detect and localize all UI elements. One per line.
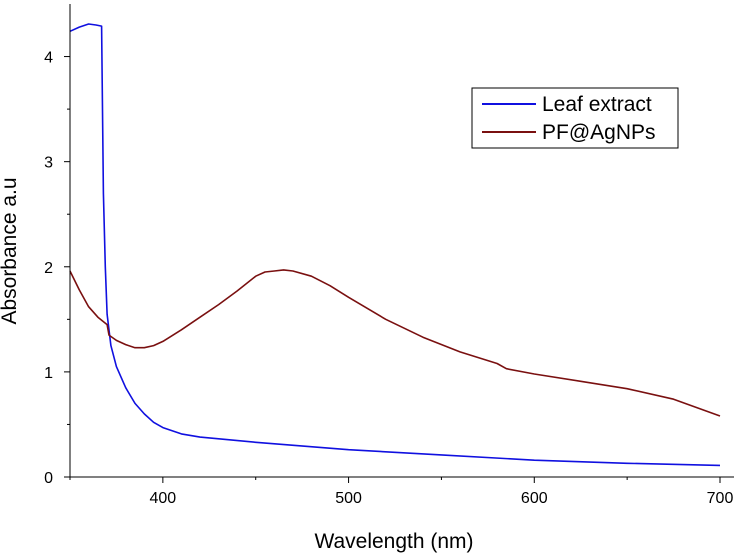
- y-tick-label: 3: [44, 155, 53, 172]
- series-line-leaf-extract: [69, 23, 721, 467]
- legend: Leaf extract PF@AgNPs: [471, 87, 679, 149]
- legend-label-leaf-extract: Leaf extract: [542, 93, 652, 116]
- y-tick-label: 1: [44, 365, 53, 382]
- y-tick-label: 2: [44, 260, 53, 277]
- plot-area: [69, 23, 721, 467]
- legend-box: [471, 87, 679, 149]
- x-tick-label: 400: [150, 490, 177, 507]
- axes: 400 500 600 700 0 1 2 3 4: [44, 4, 734, 507]
- x-axis-title: Wavelength (nm): [314, 530, 473, 553]
- y-axis-title: Absorbance a.u: [0, 177, 21, 324]
- x-tick-label: 700: [707, 490, 734, 507]
- y-tick-label: 0: [44, 470, 53, 487]
- legend-label-pf-agnps: PF@AgNPs: [542, 121, 656, 144]
- x-tick-label: 500: [335, 490, 362, 507]
- series-line-pf-agnps: [69, 269, 721, 417]
- x-tick-label: 600: [521, 490, 548, 507]
- y-tick-label: 4: [44, 50, 53, 67]
